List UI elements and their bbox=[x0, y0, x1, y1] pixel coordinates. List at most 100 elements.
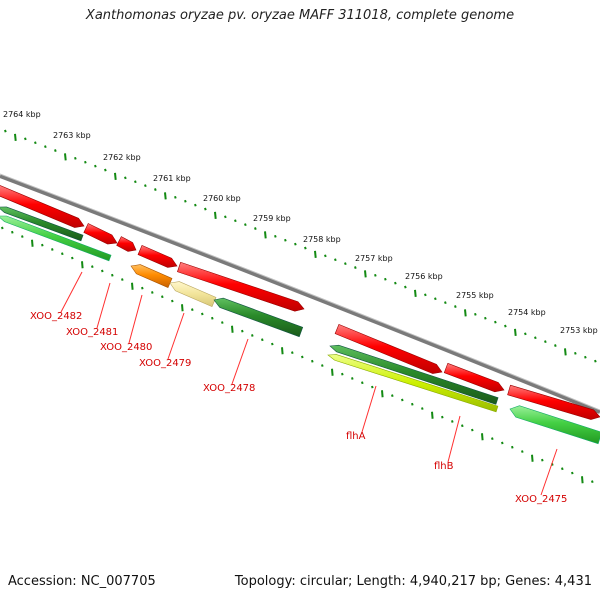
inner-minor-tick bbox=[101, 269, 104, 273]
inner-minor-tick bbox=[321, 364, 324, 367]
kbp-tick-label: 2757 kbp bbox=[355, 254, 393, 263]
kbp-minor-tick bbox=[554, 344, 557, 347]
inner-minor-tick bbox=[141, 286, 144, 290]
inner-minor-tick bbox=[471, 428, 474, 432]
kbp-minor-tick bbox=[84, 160, 87, 164]
inner-minor-tick bbox=[341, 372, 344, 376]
inner-minor-tick bbox=[301, 355, 304, 359]
inner-minor-tick bbox=[501, 441, 504, 445]
gene-flhb bbox=[443, 362, 505, 393]
kbp-tick-label: 2761 kbp bbox=[153, 174, 191, 183]
kbp-minor-tick bbox=[494, 320, 497, 324]
gene-label-leader bbox=[361, 385, 377, 433]
kbp-minor-tick bbox=[154, 188, 157, 191]
inner-major-tick bbox=[531, 454, 534, 462]
kbp-minor-tick bbox=[504, 324, 507, 328]
inner-minor-tick bbox=[401, 398, 404, 402]
gene-xoo-2479-pale bbox=[169, 281, 217, 307]
inner-minor-tick bbox=[261, 338, 264, 342]
kbp-minor-tick bbox=[344, 262, 347, 266]
inner-minor-tick bbox=[351, 377, 354, 380]
kbp-minor-tick bbox=[4, 129, 7, 133]
gene-flha-rev bbox=[329, 344, 499, 405]
inner-major-tick bbox=[31, 239, 34, 247]
kbp-minor-tick bbox=[584, 355, 587, 359]
kbp-minor-tick bbox=[284, 238, 287, 242]
kbp-minor-tick bbox=[74, 156, 77, 160]
inner-minor-tick bbox=[541, 458, 544, 462]
inner-tick-track bbox=[1, 226, 594, 484]
kbp-major-tick bbox=[314, 250, 317, 258]
inner-minor-tick bbox=[201, 312, 204, 316]
kbp-minor-tick bbox=[534, 336, 537, 340]
gene-label: XOO_2478 bbox=[203, 383, 255, 394]
kbp-major-tick bbox=[64, 153, 67, 161]
kbp-minor-tick bbox=[394, 281, 397, 285]
inner-minor-tick bbox=[41, 243, 44, 247]
inner-minor-tick bbox=[61, 252, 64, 256]
inner-minor-tick bbox=[441, 415, 444, 419]
kbp-tick-label: 2763 kbp bbox=[53, 131, 91, 140]
kbp-tick-label: 2760 kbp bbox=[203, 194, 241, 203]
inner-major-tick bbox=[181, 304, 184, 312]
kbp-minor-tick bbox=[124, 176, 127, 180]
kbp-minor-tick bbox=[224, 215, 227, 219]
kbp-minor-tick bbox=[544, 340, 547, 344]
gene-xoo-2483 bbox=[0, 185, 85, 228]
inner-major-tick bbox=[431, 411, 434, 419]
inner-minor-tick bbox=[411, 402, 414, 406]
gene-labels: XOO_2482 XOO_2481 XOO_2480 XOO_2479 XOO_2478… bbox=[30, 271, 567, 505]
inner-minor-tick bbox=[171, 299, 174, 303]
gene-xoo-2481 bbox=[116, 236, 137, 252]
kbp-major-tick bbox=[364, 270, 367, 278]
kbp-major-tick bbox=[514, 328, 517, 336]
kbp-minor-tick bbox=[94, 164, 97, 168]
kbp-minor-tick bbox=[274, 234, 277, 238]
gene-label-leader bbox=[540, 448, 558, 496]
inner-minor-tick bbox=[91, 265, 94, 269]
kbp-tick-label: 2764 kbp bbox=[3, 110, 41, 119]
inner-minor-tick bbox=[421, 407, 424, 410]
gene-track bbox=[0, 185, 600, 445]
kbp-minor-tick bbox=[24, 137, 27, 141]
kbp-tick-label: 2758 kbp bbox=[303, 235, 341, 244]
gene-xoo-2482 bbox=[83, 223, 118, 245]
gene-label-leader bbox=[60, 271, 83, 313]
inner-minor-tick bbox=[591, 480, 594, 484]
kbp-minor-tick bbox=[324, 254, 327, 258]
kbp-tick-label: 2756 kbp bbox=[405, 272, 443, 281]
kbp-minor-tick bbox=[524, 332, 527, 336]
inner-minor-tick bbox=[291, 351, 294, 355]
gene-flhb-rev bbox=[327, 354, 499, 413]
inner-minor-tick bbox=[251, 334, 254, 337]
kbp-minor-tick bbox=[374, 273, 377, 277]
inner-minor-tick bbox=[71, 256, 74, 260]
kbp-minor-tick bbox=[294, 242, 297, 246]
kbp-minor-tick bbox=[424, 293, 427, 297]
inner-major-tick bbox=[131, 282, 134, 290]
kbp-minor-tick bbox=[574, 351, 577, 355]
inner-minor-tick bbox=[461, 424, 464, 428]
kbp-tick-label: 2762 kbp bbox=[103, 153, 141, 162]
kbp-major-tick bbox=[114, 172, 117, 180]
kbp-minor-tick bbox=[384, 277, 387, 281]
kbp-minor-tick bbox=[44, 145, 47, 149]
gene-xoo-2482-rev-dark bbox=[0, 206, 84, 242]
kbp-major-tick bbox=[564, 348, 567, 356]
kbp-minor-tick bbox=[484, 316, 487, 320]
kbp-minor-tick bbox=[54, 149, 57, 152]
gene-label-leader bbox=[128, 294, 143, 344]
gene-xoo-2476 bbox=[507, 384, 600, 420]
gene-label-leader bbox=[96, 282, 111, 329]
inner-minor-tick bbox=[111, 273, 114, 277]
kbp-minor-tick bbox=[34, 141, 37, 145]
gene-xoo-2480-orange bbox=[130, 264, 173, 288]
inner-minor-tick bbox=[221, 321, 224, 324]
kbp-minor-tick bbox=[234, 219, 237, 223]
inner-major-tick bbox=[581, 476, 584, 484]
gene-label: XOO_2482 bbox=[30, 311, 82, 322]
kbp-major-tick bbox=[14, 133, 17, 141]
inner-minor-tick bbox=[211, 316, 214, 320]
kbp-minor-tick bbox=[204, 207, 207, 211]
